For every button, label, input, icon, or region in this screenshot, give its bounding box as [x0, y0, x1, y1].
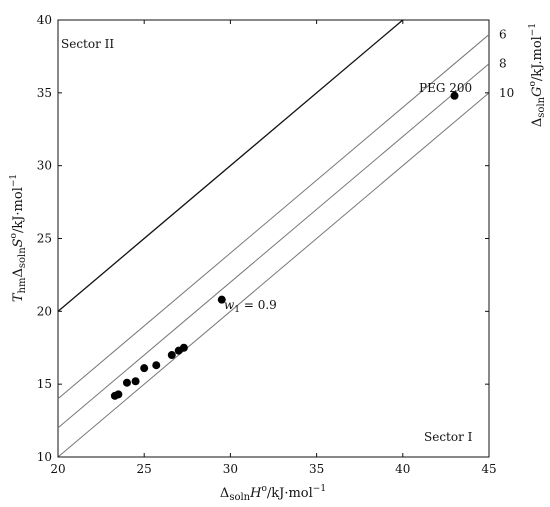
line-10 — [57, 92, 490, 458]
x-tick-label: 20 — [50, 462, 65, 476]
y-tick-label: 30 — [37, 159, 52, 173]
line-label-10: 10 — [499, 86, 514, 100]
right-axis-title: ΔsolnGo/kJ.mol−1 — [528, 23, 547, 127]
y-tick-label: 20 — [37, 304, 52, 318]
line-8 — [57, 63, 490, 429]
y-tick-label: 15 — [37, 377, 52, 391]
data-point — [450, 91, 459, 100]
line-6 — [57, 34, 490, 400]
x-tick-label: 45 — [481, 462, 496, 476]
data-point — [122, 378, 131, 387]
data-point — [140, 364, 149, 373]
x-tick-label: 35 — [309, 462, 324, 476]
y-tick-label: 40 — [37, 13, 52, 27]
data-point — [114, 390, 123, 399]
data-point — [152, 361, 161, 370]
y-tick-label: 25 — [37, 232, 52, 246]
x-tick-label: 30 — [223, 462, 238, 476]
data-point — [167, 351, 176, 360]
x-tick-label: 40 — [395, 462, 410, 476]
line-label-6: 6 — [499, 28, 507, 42]
right-line-labels: 6 8 10 — [499, 28, 514, 100]
sector-ii-label: Sector II — [61, 37, 114, 51]
x-tick-label: 25 — [137, 462, 152, 476]
data-point — [179, 343, 188, 352]
w1-label: w1 = 0.9 — [224, 298, 277, 315]
axis-tick-labels: 20 25 30 35 40 45 10 15 20 25 30 35 40 — [37, 13, 497, 476]
y-tick-label: 35 — [37, 86, 52, 100]
line-0 — [57, 19, 404, 312]
data-point — [131, 377, 140, 386]
line-label-8: 8 — [499, 57, 507, 71]
diagonal-lines — [57, 19, 490, 458]
data-point — [217, 295, 226, 304]
peg-label: PEG 200 — [419, 81, 472, 95]
sector-i-label: Sector I — [424, 430, 473, 444]
data-points — [110, 91, 459, 400]
y-tick-label: 10 — [37, 450, 52, 464]
axis-ticks — [57, 19, 490, 458]
x-axis-title: ΔsolnHo/kJ·mol−1 — [220, 484, 326, 503]
y-axis-title: ThmΔsolnSo/kJ·mol−1 — [9, 174, 28, 302]
